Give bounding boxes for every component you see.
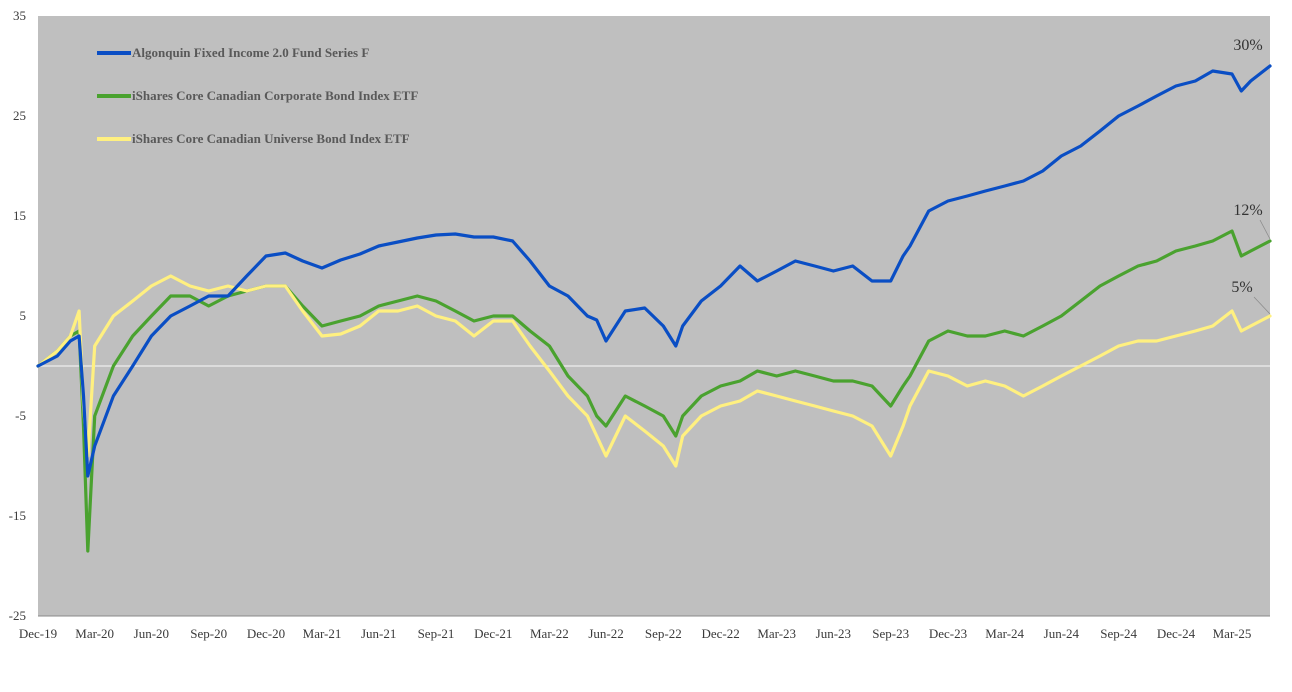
x-tick-label: Jun-22: [588, 626, 623, 641]
y-tick-label: -25: [9, 608, 26, 623]
end-labels: 30% 12% 5%: [1231, 37, 1271, 315]
y-ticks: 35 25 15 5 -5 -15 -25: [9, 8, 26, 623]
series-line: [36, 229, 1272, 553]
x-tick-label: Sep-24: [1100, 626, 1137, 641]
y-tick-label: 25: [13, 108, 26, 123]
x-tick-label: Dec-19: [19, 626, 57, 641]
end-label: 5%: [1231, 279, 1252, 296]
x-tick-label: Mar-23: [757, 626, 796, 641]
legend-label: iShares Core Canadian Corporate Bond Ind…: [132, 88, 418, 103]
end-label: 12%: [1233, 202, 1262, 219]
x-tick-label: Sep-21: [418, 626, 455, 641]
y-tick-label: -15: [9, 508, 26, 523]
x-tick-label: Sep-22: [645, 626, 682, 641]
legend-label: Algonquin Fixed Income 2.0 Fund Series F: [132, 45, 369, 60]
y-tick-label: 5: [20, 308, 27, 323]
x-tick-label: Mar-24: [985, 626, 1024, 641]
end-label: 30%: [1233, 37, 1262, 54]
y-tick-label: 15: [13, 208, 26, 223]
x-tick-label: Jun-20: [134, 626, 169, 641]
x-tick-label: Jun-21: [361, 626, 396, 641]
x-tick-label: Mar-22: [530, 626, 569, 641]
y-tick-label: -5: [15, 408, 26, 423]
x-tick-label: Dec-21: [474, 626, 512, 641]
end-label-leader: [1259, 219, 1271, 240]
x-ticks: Dec-19 Mar-20 Jun-20 Sep-20 Dec-20 Mar-21 Jun-…: [19, 626, 1252, 641]
x-tick-label: Sep-20: [190, 626, 227, 641]
series-lines: [36, 64, 1272, 553]
end-label-leader: [1253, 296, 1271, 315]
x-tick-label: Mar-20: [75, 626, 114, 641]
x-tick-label: Jun-23: [816, 626, 851, 641]
series-line: [36, 274, 1272, 468]
legend-label: iShares Core Canadian Universe Bond Inde…: [132, 131, 410, 146]
x-tick-label: Dec-24: [1157, 626, 1196, 641]
y-tick-label: 35: [13, 8, 26, 23]
x-tick-label: Dec-22: [702, 626, 740, 641]
legend: Algonquin Fixed Income 2.0 Fund Series F…: [97, 45, 418, 146]
x-tick-label: Mar-25: [1213, 626, 1252, 641]
x-tick-label: Sep-23: [872, 626, 909, 641]
x-tick-label: Dec-23: [929, 626, 967, 641]
x-tick-label: Jun-24: [1044, 626, 1080, 641]
series-line: [36, 64, 1272, 478]
x-tick-label: Mar-21: [303, 626, 342, 641]
x-tick-label: Dec-20: [247, 626, 285, 641]
